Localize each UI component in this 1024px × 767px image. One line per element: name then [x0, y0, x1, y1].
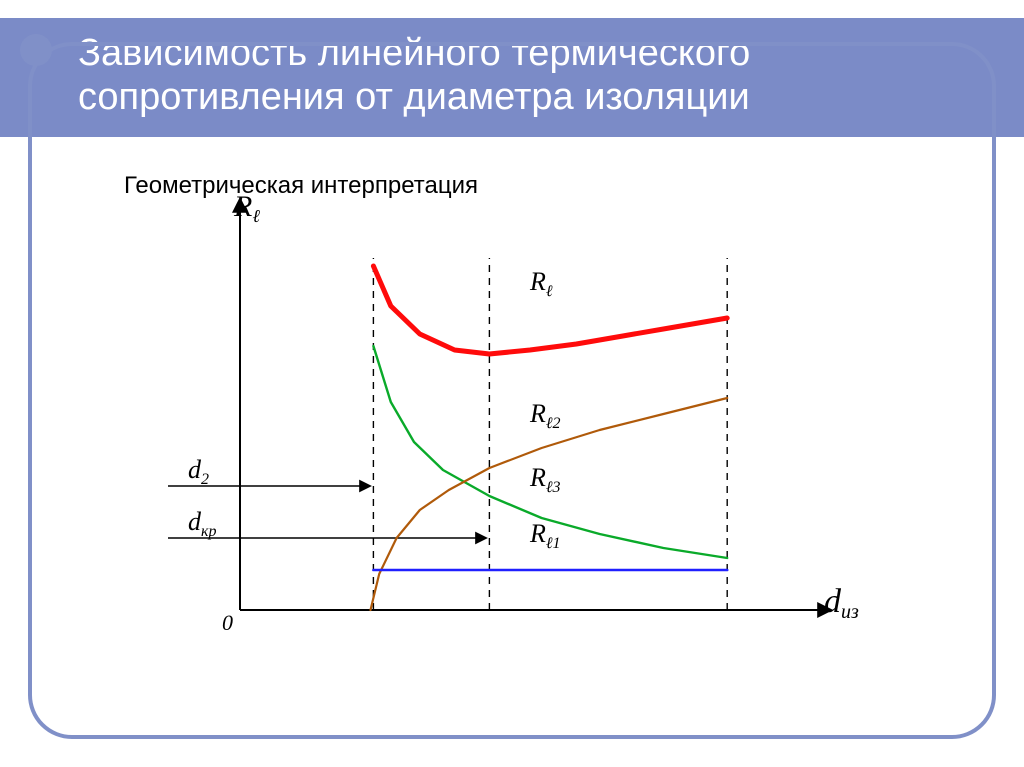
y-axis-label: Rℓ: [233, 190, 260, 226]
slide: Зависимость линейного термического сопро…: [0, 0, 1024, 767]
mark-label-d2: d2: [188, 455, 209, 488]
origin-label: 0: [222, 610, 233, 635]
chart: 0 Rℓ dиз d2 dкр Rℓ Rℓ2 Rℓ3 Rℓ1: [120, 180, 880, 680]
curve-label-Rℓ1: Rℓ1: [529, 519, 561, 552]
title-band: Зависимость линейного термического сопро…: [0, 18, 1024, 137]
slide-title: Зависимость линейного термического сопро…: [78, 32, 750, 118]
curve-Rl: [373, 266, 727, 354]
curve-label-Rℓ: Rℓ: [529, 267, 553, 300]
curve-label-Rℓ3: Rℓ3: [529, 463, 561, 496]
chart-svg: 0 Rℓ dиз d2 dкр Rℓ Rℓ2 Rℓ3 Rℓ1: [120, 180, 880, 680]
x-axis-label: dиз: [824, 583, 859, 623]
bullet-dot: [20, 34, 52, 66]
curve-Rl3: [373, 346, 727, 558]
curve-label-Rℓ2: Rℓ2: [529, 399, 561, 432]
mark-label-dkr: dкр: [188, 507, 216, 540]
